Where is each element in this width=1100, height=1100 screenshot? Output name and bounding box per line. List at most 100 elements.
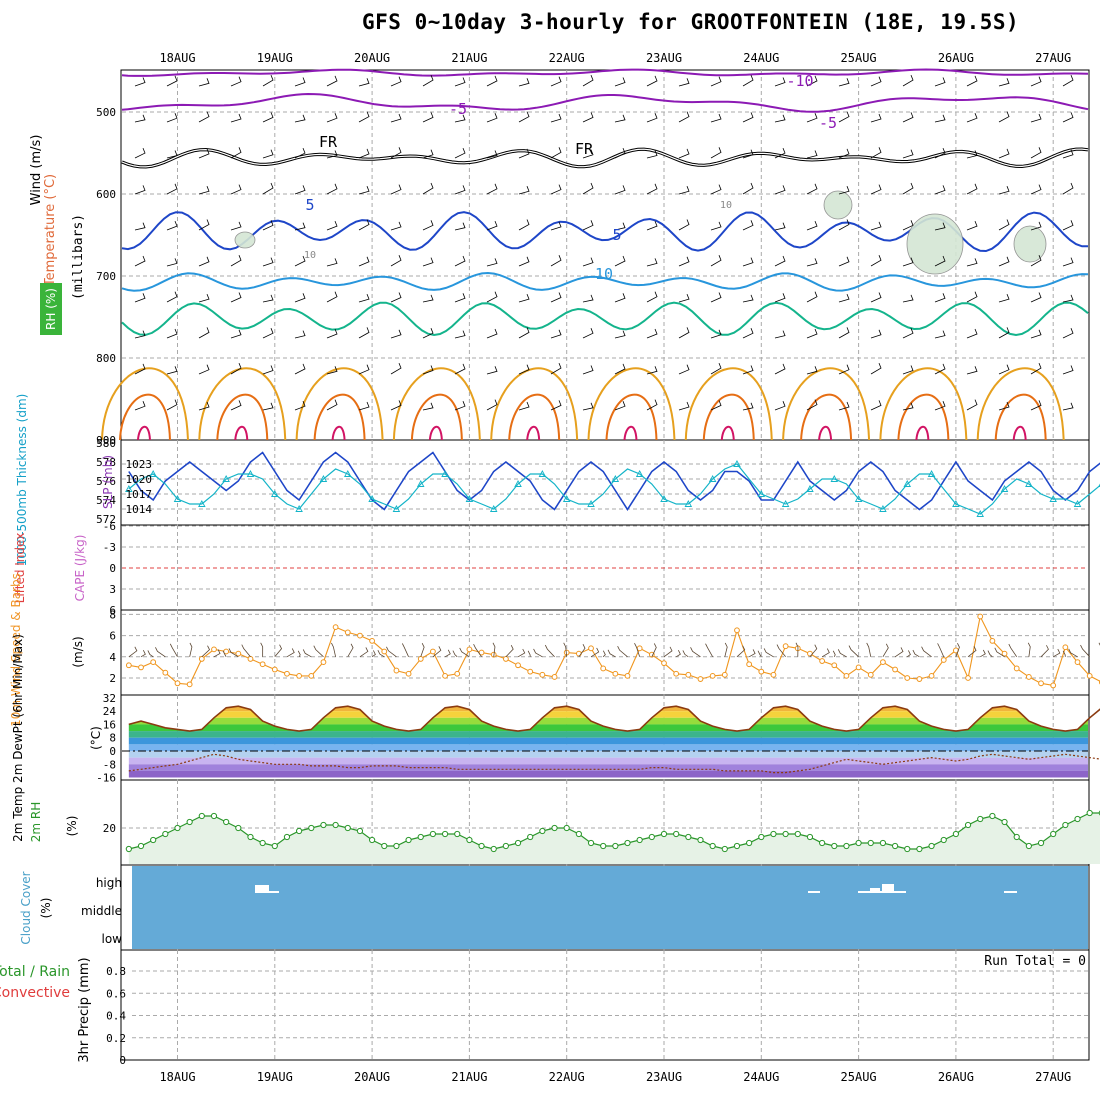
slp-point: [879, 505, 887, 512]
wind-barb: [198, 111, 210, 123]
wind-barb: [998, 256, 1010, 267]
wind-barb-10m: [690, 647, 701, 658]
wind-barb: [806, 113, 818, 123]
date-label-top: 21AUG: [451, 51, 487, 65]
wind-barb-10m: [505, 645, 514, 658]
slp-point: [125, 485, 133, 492]
wind-speed-point: [636, 645, 643, 652]
temp-band: [128, 724, 1088, 732]
wind-barb-10m: [837, 649, 847, 658]
wind-barb: [902, 328, 914, 339]
wind-speed-point: [405, 670, 412, 677]
rh-point: [746, 839, 753, 847]
temp-contour-plus25: [605, 393, 658, 441]
rh-point: [235, 824, 242, 832]
wind-barb: [870, 184, 882, 195]
wind-barb: [678, 78, 690, 87]
wind-barb: [166, 220, 178, 231]
wind-barb: [1030, 400, 1042, 411]
wind-barb: [358, 148, 370, 159]
slp-point: [198, 500, 206, 507]
slp-point: [441, 470, 449, 477]
wind-barb: [838, 78, 850, 87]
wind-barb: [1030, 329, 1042, 339]
wind-barb: [422, 149, 434, 159]
wind-speed-point: [357, 632, 363, 639]
contour-label: FR: [575, 140, 594, 158]
wind-speed-point: [1074, 659, 1081, 665]
wind-speed-point: [758, 668, 765, 675]
rh-point: [150, 836, 157, 844]
wind-speed-point: [284, 670, 290, 677]
wind-barb-10m: [533, 648, 543, 658]
cloud-cover-panel: [132, 866, 1088, 949]
date-label-top: 19AUG: [257, 51, 293, 65]
wind-barb: [422, 74, 434, 87]
cloud-high-patch: [255, 891, 279, 893]
wind-barb: [230, 255, 242, 267]
wind-barb: [198, 401, 210, 411]
rh-point: [502, 842, 509, 850]
temp-bands: [128, 706, 1088, 778]
wind-barb: [518, 327, 530, 339]
wind-barb: [998, 148, 1010, 159]
rh-point: [223, 818, 230, 826]
wind-barb-10m: [882, 643, 889, 658]
wind-barb-10m: [832, 650, 836, 657]
wind-barb: [550, 113, 562, 123]
wind-speed-point: [320, 659, 327, 665]
rh-point: [891, 842, 899, 850]
wind-barb: [966, 113, 978, 123]
temp-contour-plus30: [915, 425, 930, 441]
wind-barb: [230, 147, 242, 159]
wind-barb: [294, 114, 306, 123]
wind-speed-point: [442, 672, 448, 679]
rh-point: [624, 839, 631, 847]
date-label-bottom: 26AUG: [938, 1070, 974, 1084]
wind-barb: [198, 327, 210, 339]
wind-speed-point: [381, 648, 388, 655]
li-tick-label: 0: [109, 562, 116, 575]
wind-barb: [262, 257, 274, 267]
wind-speed-point: [478, 649, 485, 656]
wind-barb-10m: [987, 650, 993, 658]
wind-barb: [774, 255, 786, 267]
wind-barb: [422, 294, 434, 303]
temp-contour-plus20: [587, 367, 676, 441]
wind-barb: [870, 76, 882, 87]
rh-point: [539, 827, 546, 835]
wind-barb: [582, 402, 594, 411]
chart-text: 18AUG 18AUG 19AUG 19AUG 20AUG 20AUG 21AUG 21AUG…: [0, 51, 1086, 1084]
wind-barb-10m: [313, 645, 324, 658]
pressure-tick-label: 700: [96, 270, 116, 283]
wind-barb: [518, 219, 530, 231]
wind-barb: [454, 255, 466, 267]
wind-barb: [902, 257, 914, 267]
date-label-bottom: 20AUG: [354, 1070, 390, 1084]
slp-point: [757, 490, 766, 497]
wind-barb-10m: [736, 645, 746, 658]
temp-band: [128, 757, 1088, 765]
wind-speed-point: [867, 671, 874, 678]
wind-barb-10m: [578, 644, 586, 658]
slp-point: [854, 495, 863, 502]
wind-speed-point: [527, 668, 534, 675]
wind-barb: [1030, 113, 1042, 123]
rh-shaded-area: [823, 190, 853, 220]
temp2m-axis-label: 2m Temp 2m DewPt (6hr Min/Max): [11, 634, 25, 842]
temp-band: [128, 744, 1088, 751]
rh-point: [879, 839, 887, 847]
wind-barb: [262, 220, 274, 231]
temp-tick-label: -16: [96, 772, 116, 785]
wind-barb-10m: [907, 650, 911, 658]
wind-tick-label: 6: [109, 630, 116, 643]
wind-barb: [166, 258, 178, 267]
wind-speed-point: [211, 646, 217, 653]
wind-barb-10m: [359, 647, 369, 658]
wind-barb: [774, 363, 786, 375]
wind-barb-10m: [260, 642, 264, 657]
wind-barb: [838, 111, 850, 123]
temp-contour-plus30: [234, 425, 249, 441]
wind-speed-point: [709, 672, 716, 679]
